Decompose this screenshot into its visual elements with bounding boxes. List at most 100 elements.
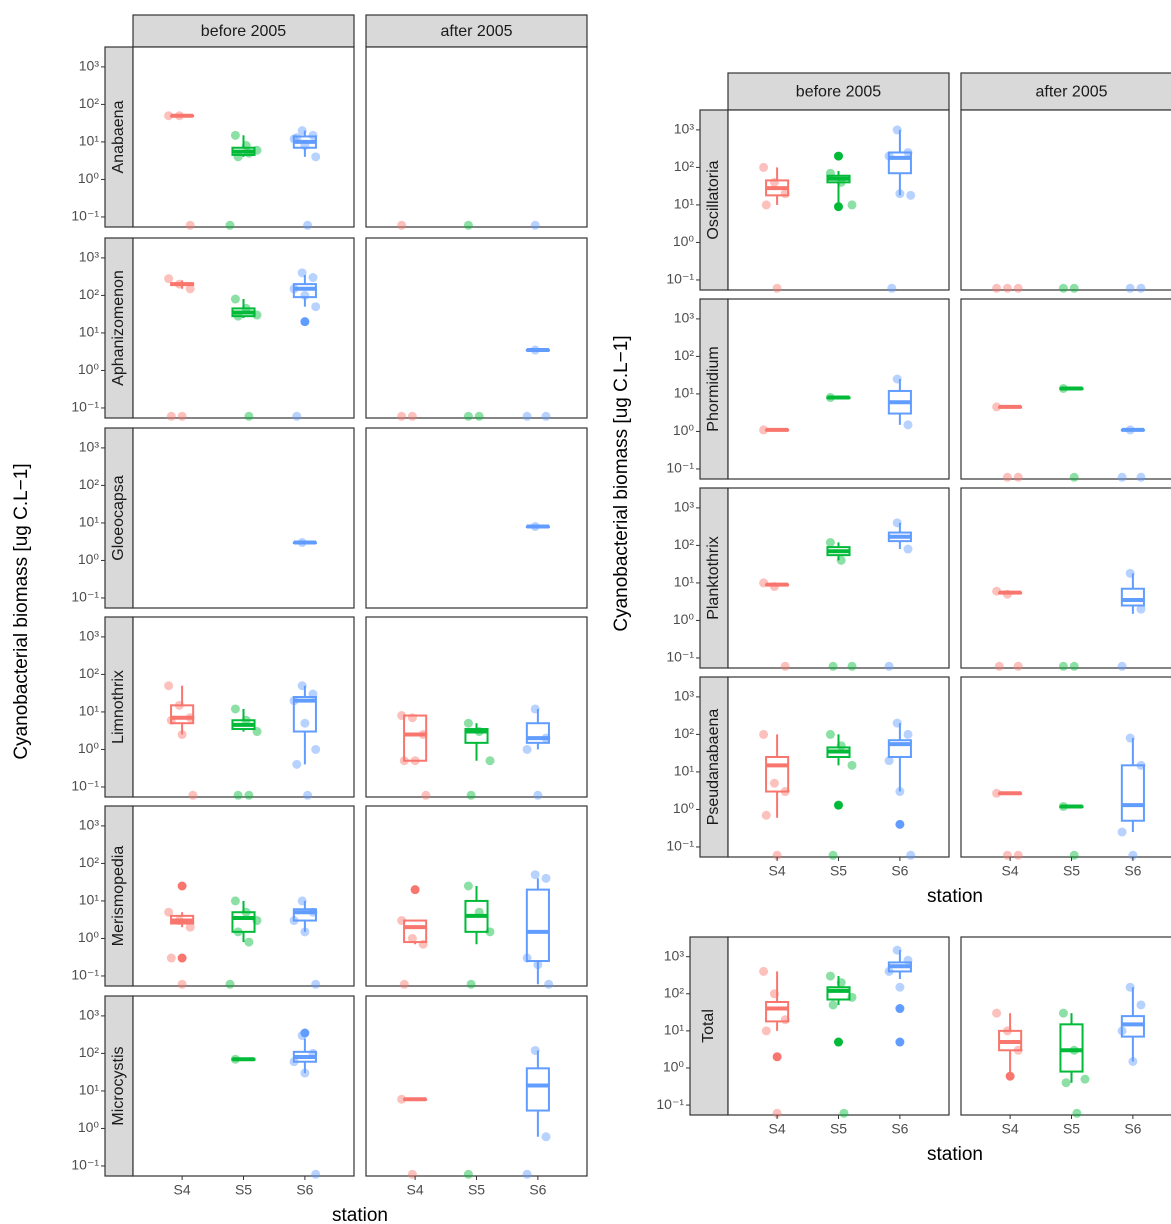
y-tick-label: 10³: [79, 1007, 100, 1023]
outlier: [300, 1028, 310, 1038]
point: [1002, 472, 1012, 482]
y-tick-label: 10²: [79, 286, 100, 302]
point: [164, 907, 174, 917]
point: [1013, 283, 1023, 293]
column-strip: [365, 14, 588, 48]
point: [164, 111, 174, 121]
point: [533, 790, 543, 800]
point: [903, 147, 913, 157]
point: [244, 790, 254, 800]
outlier: [1005, 1071, 1015, 1081]
point: [530, 1045, 540, 1055]
y-tick-label: 10⁻¹: [71, 208, 99, 224]
y-tick-label: 10⁻¹: [71, 399, 99, 415]
point: [311, 302, 321, 312]
y-tick-label: 10⁻¹: [666, 838, 694, 854]
outlier: [895, 1004, 905, 1014]
box: [403, 714, 428, 762]
row-strip: [104, 427, 134, 609]
point: [903, 955, 913, 965]
point: [466, 979, 476, 989]
point: [892, 125, 902, 135]
x-tick-label: S5: [1063, 1121, 1080, 1137]
y-tick-label: 10¹: [674, 574, 695, 590]
point: [311, 152, 321, 162]
point: [847, 760, 857, 770]
y-tick-label: 10⁰: [78, 1119, 100, 1135]
row-strip: [104, 237, 134, 419]
point: [1058, 801, 1068, 811]
y-tick-label: 10³: [79, 628, 100, 644]
point: [1117, 827, 1127, 837]
panel: [365, 237, 588, 419]
point: [892, 518, 902, 528]
point: [541, 411, 551, 421]
point: [1069, 1045, 1079, 1055]
point: [772, 283, 782, 293]
point: [1013, 661, 1023, 671]
point: [463, 220, 473, 230]
point: [836, 555, 846, 565]
point: [892, 945, 902, 955]
point: [1136, 283, 1146, 293]
y-tick-label: 10¹: [79, 324, 100, 340]
y-tick-label: 10²: [79, 95, 100, 111]
point: [244, 937, 254, 947]
point: [410, 756, 420, 766]
outlier: [834, 202, 843, 212]
point: [1125, 982, 1135, 992]
y-tick-label: 10³: [674, 310, 695, 326]
point: [1080, 1074, 1090, 1084]
point: [541, 873, 551, 883]
point: [903, 544, 913, 554]
point: [847, 992, 857, 1002]
point: [233, 311, 243, 321]
y-tick-label: 10²: [674, 347, 695, 363]
point: [174, 916, 184, 926]
y-tick-label: 10³: [79, 249, 100, 265]
y-tick-label: 10¹: [79, 703, 100, 719]
point: [164, 681, 174, 691]
row-label: Limnothrix: [110, 670, 127, 744]
point: [1002, 283, 1012, 293]
point: [1128, 1056, 1138, 1066]
row-strip: [104, 805, 134, 987]
panel: [365, 427, 588, 609]
point: [769, 989, 779, 999]
y-tick-label: 10⁰: [663, 1059, 685, 1075]
point: [244, 148, 254, 158]
box: [1120, 764, 1145, 822]
point: [530, 704, 540, 714]
y-tick-label: 10³: [674, 121, 695, 137]
point: [522, 953, 532, 963]
point: [407, 713, 417, 723]
point: [399, 979, 409, 989]
point: [230, 294, 240, 304]
point: [397, 220, 407, 230]
column-strip: [960, 72, 1171, 111]
point: [1002, 1026, 1012, 1036]
point: [522, 1169, 532, 1179]
point: [474, 411, 484, 421]
point: [308, 907, 318, 917]
y-tick-label: 10¹: [79, 1082, 100, 1098]
panel: [365, 616, 588, 798]
point: [418, 730, 428, 740]
y-tick-label: 10²: [79, 665, 100, 681]
point: [241, 141, 251, 151]
panel: [132, 616, 355, 798]
y-tick-label: 10²: [674, 158, 695, 174]
point: [992, 1008, 1002, 1018]
point: [177, 979, 187, 989]
y-tick-label: 10³: [674, 688, 695, 704]
point: [530, 345, 540, 355]
point: [407, 411, 417, 421]
point: [485, 927, 495, 937]
row-label: Phormidium: [705, 346, 722, 431]
x-tick-label: S5: [235, 1182, 252, 1198]
point: [772, 1108, 782, 1118]
point: [233, 927, 243, 937]
panel: [365, 995, 588, 1177]
point: [485, 756, 495, 766]
point: [825, 537, 835, 547]
